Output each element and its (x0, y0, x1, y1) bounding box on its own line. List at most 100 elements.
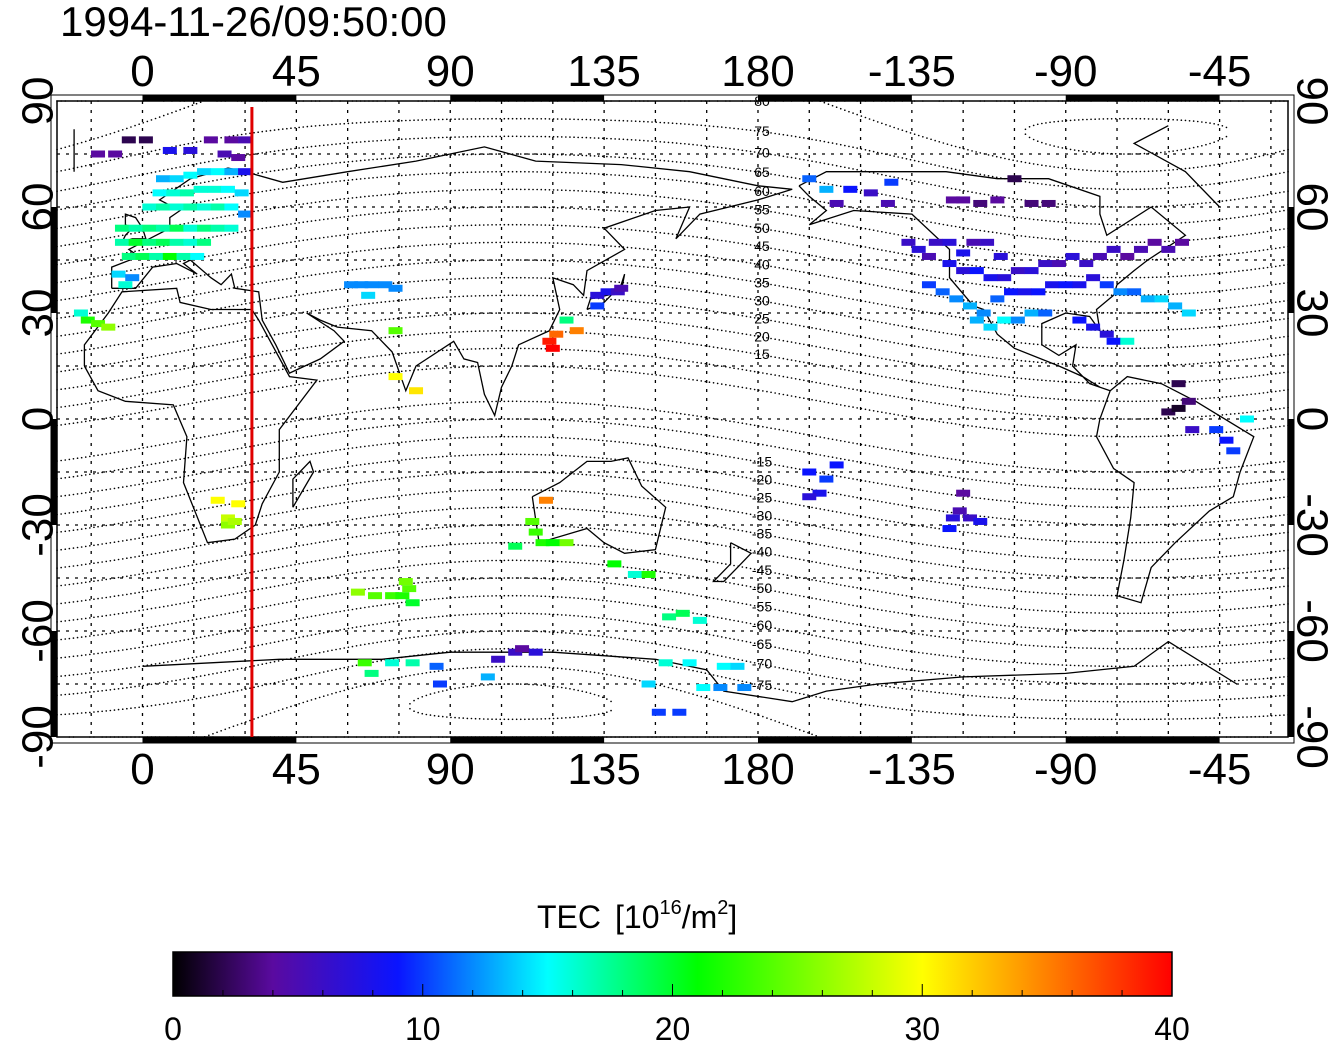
tec-point (156, 224, 171, 232)
tec-point (183, 238, 198, 246)
tec-point (156, 203, 171, 211)
tec-point (508, 542, 523, 550)
tec-point (152, 189, 167, 197)
tec-point (210, 224, 225, 232)
geomag-label: -70 (752, 656, 772, 672)
tec-point (1072, 281, 1087, 289)
tec-point (162, 252, 177, 260)
x-tick-bottom: 0 (130, 745, 154, 794)
tec-point (973, 517, 988, 525)
tec-point (966, 238, 981, 246)
tec-point (1099, 330, 1114, 338)
geomag-label: 30 (754, 292, 770, 308)
tec-point (220, 514, 235, 522)
tec-point (559, 316, 574, 324)
tec-point (658, 659, 673, 667)
tec-point (675, 609, 690, 617)
tec-point (405, 599, 420, 607)
geomag-label: -45 (752, 562, 772, 578)
tec-point (1113, 288, 1128, 296)
tec-point (980, 238, 995, 246)
colorbar-tick-label: 30 (904, 1011, 940, 1047)
tec-point (1004, 288, 1019, 296)
tec-point (802, 493, 817, 501)
tec-point (1010, 267, 1025, 275)
tec-point (945, 514, 960, 522)
geomag-label: -40 (752, 544, 772, 560)
tec-point (142, 203, 157, 211)
geomag-contour (56, 453, 1289, 526)
geomag-contour (56, 276, 1289, 350)
tec-point (193, 185, 208, 193)
axes: 0045459090135135180180-135-135-90-90-45-… (13, 47, 1336, 794)
tec-point (614, 284, 629, 292)
tec-point (1079, 260, 1094, 268)
coastlines (73, 125, 1255, 703)
geomag-contour (56, 365, 1289, 438)
coastline (83, 287, 319, 544)
tec-point (169, 175, 184, 183)
tec-point (1181, 397, 1196, 405)
axis-bar-top (450, 95, 605, 101)
tec-point (997, 316, 1012, 324)
colorbar-tick-label: 10 (405, 1011, 441, 1047)
tec-point (952, 507, 967, 515)
tec-point (538, 496, 553, 504)
x-tick-bottom: 45 (272, 745, 321, 794)
tec-point (142, 238, 157, 246)
tec-point (1239, 415, 1254, 423)
tec-point (344, 281, 359, 289)
tec-point (1086, 323, 1101, 331)
tec-point (197, 203, 212, 211)
tec-point (692, 616, 707, 624)
tec-point (385, 659, 400, 667)
tec-point (682, 659, 697, 667)
x-tick-top: -135 (868, 47, 956, 96)
tec-point (368, 592, 383, 600)
tec-point (559, 539, 574, 547)
tec-point (1154, 295, 1169, 303)
tec-point (183, 203, 198, 211)
tec-point (118, 281, 133, 289)
tec-point (149, 252, 164, 260)
tec-point (80, 316, 95, 324)
tec-point (128, 238, 143, 246)
tec-point (1017, 288, 1032, 296)
geomag-label: -55 (752, 598, 772, 614)
tec-point (911, 245, 926, 253)
tec-point (238, 168, 253, 176)
tec-point (590, 302, 605, 310)
tec-point (169, 238, 184, 246)
tec-point (956, 196, 971, 204)
y-tick-right: 0 (1288, 407, 1337, 431)
tec-point (672, 708, 687, 716)
tec-point (962, 514, 977, 522)
tec-point (220, 185, 235, 193)
tec-point (91, 320, 106, 328)
tec-point (535, 539, 550, 547)
geomag-contour (409, 683, 612, 721)
tec-point (829, 199, 844, 207)
tec-point (405, 659, 420, 667)
y-tick-right: -90 (1288, 705, 1337, 769)
tec-point (1041, 199, 1056, 207)
geomag-contour (56, 630, 1289, 703)
geomag-label: -25 (752, 490, 772, 506)
tec-point (1185, 426, 1200, 434)
geomag-label: 75 (754, 123, 770, 139)
tec-point (956, 489, 971, 497)
tec-point (125, 274, 140, 282)
tec-point (1171, 404, 1186, 412)
colorbar-ticks: 0 10 20 30 40 (164, 984, 1190, 1047)
geomag-label: -15 (752, 454, 772, 470)
tec-point (1038, 309, 1053, 317)
tec-point (231, 500, 246, 508)
tec-point (993, 252, 1008, 260)
tec-point (395, 592, 410, 600)
tec-point (1209, 426, 1224, 434)
tec-point (1181, 309, 1196, 317)
tec-point (429, 662, 444, 670)
tec-point (942, 260, 957, 268)
tec-point (528, 528, 543, 536)
geomag-label: 15 (754, 346, 770, 362)
